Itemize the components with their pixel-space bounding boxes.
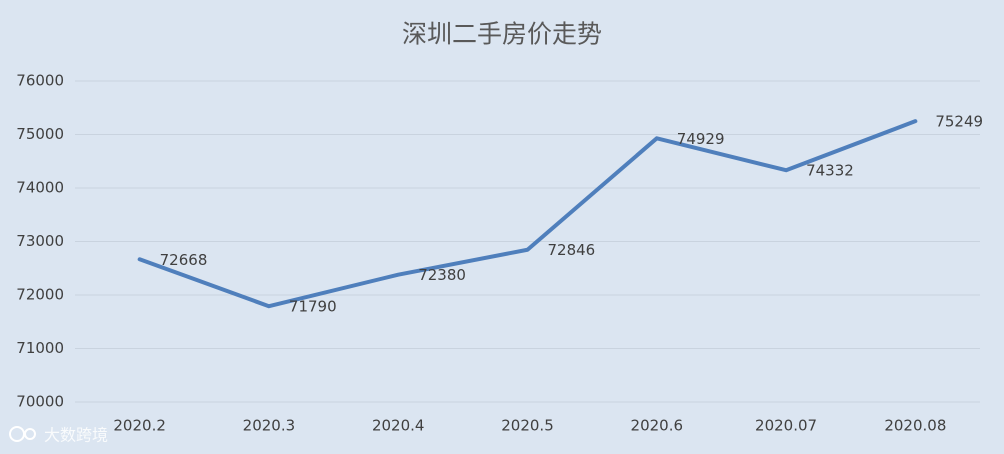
y-tick-label: 74000 — [16, 179, 64, 197]
watermark: 大数跨境 — [44, 426, 108, 445]
y-tick-label: 71000 — [16, 339, 64, 357]
y-tick-label: 70000 — [16, 393, 64, 411]
x-tick-label: 2020.4 — [372, 417, 425, 435]
data-label: 74332 — [806, 162, 854, 180]
data-label: 72668 — [160, 251, 208, 269]
y-tick-label: 76000 — [16, 72, 64, 90]
watermark-group: 大数跨境 — [9, 426, 108, 445]
x-tick-label: 2020.3 — [243, 417, 296, 435]
x-tick-label: 2020.6 — [631, 417, 684, 435]
watermark-icon — [24, 428, 36, 440]
data-label: 71790 — [289, 298, 337, 316]
y-tick-label: 73000 — [16, 232, 64, 250]
data-label: 72846 — [548, 241, 596, 259]
line — [137, 119, 918, 309]
x-tick-label: 2020.5 — [501, 417, 554, 435]
x-tick-label: 2020.2 — [113, 417, 166, 435]
data-label: 75249 — [935, 113, 983, 131]
data-label: 72380 — [418, 266, 466, 284]
data-label: 74929 — [677, 130, 725, 148]
y-tick-label: 75000 — [16, 125, 64, 143]
x-tick-label: 2020.07 — [755, 417, 817, 435]
y-tick-label: 72000 — [16, 286, 64, 304]
x-tick-label: 2020.08 — [884, 417, 946, 435]
chart-title: 深圳二手房价走势 — [402, 20, 602, 49]
